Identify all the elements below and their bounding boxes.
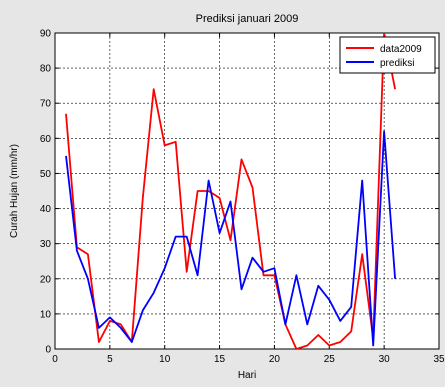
y-axis-label: Curah Hujan (mm/hr): [9, 144, 20, 238]
legend-label: data2009: [380, 44, 422, 55]
y-tick-label: 20: [40, 274, 52, 285]
y-tick-label: 10: [40, 309, 52, 320]
x-tick-label: 5: [107, 354, 113, 365]
x-tick-label: 35: [433, 354, 445, 365]
series-line-data2009: [65, 33, 396, 349]
x-tick-label: 20: [269, 354, 281, 365]
x-tick-label: 10: [159, 354, 171, 365]
y-tick-label: 60: [40, 134, 52, 145]
ticks-layer: 0 5 10 15 20 25 30 35 0 10 20 30 40 50 60 70 80 90: [40, 29, 445, 366]
x-tick-label: 15: [214, 354, 226, 365]
legend-label: prediksi: [380, 58, 414, 69]
series-line-prediksi: [65, 130, 396, 347]
y-tick-label: 50: [40, 169, 52, 180]
y-tick-label: 40: [40, 204, 52, 215]
x-tick-label: 0: [52, 354, 58, 365]
legend-box: [339, 36, 436, 74]
legend: data2009 prediksi: [339, 36, 436, 74]
x-axis-label: Hari: [238, 370, 256, 381]
y-tick-label: 30: [40, 239, 52, 250]
y-tick-label: 0: [45, 345, 51, 356]
y-tick-label: 80: [40, 64, 52, 75]
x-tick-label: 25: [324, 354, 336, 365]
grid-layer: [55, 33, 439, 349]
series-layer: [65, 33, 396, 349]
x-tick-label: 30: [379, 354, 391, 365]
y-tick-label: 90: [40, 29, 52, 40]
chart-title: Prediksi januari 2009: [196, 13, 299, 25]
y-tick-label: 70: [40, 99, 52, 110]
